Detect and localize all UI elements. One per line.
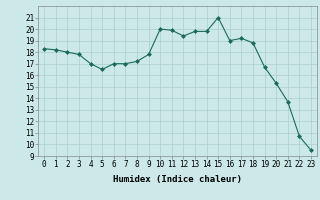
X-axis label: Humidex (Indice chaleur): Humidex (Indice chaleur) (113, 175, 242, 184)
